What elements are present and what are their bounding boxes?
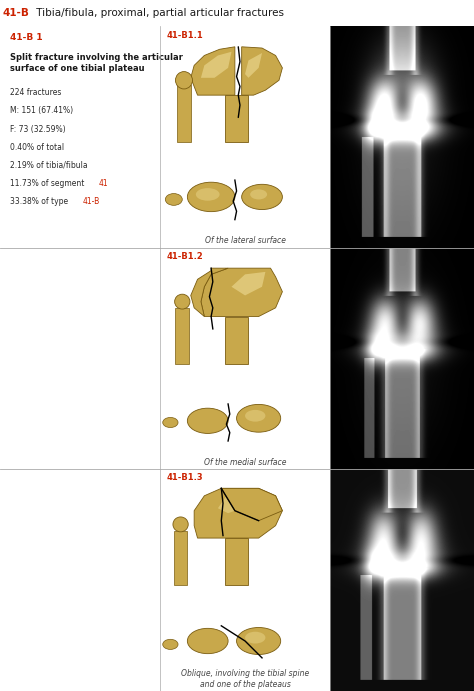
Text: 11.73% of segment: 11.73% of segment	[9, 179, 86, 188]
Text: 41-B1.1: 41-B1.1	[167, 30, 204, 39]
Text: 33.38% of type: 33.38% of type	[9, 197, 70, 206]
Text: 0.40% of total: 0.40% of total	[9, 143, 64, 152]
Text: 41-B 1: 41-B 1	[9, 33, 42, 42]
Text: 41: 41	[99, 179, 108, 188]
Text: F: 73 (32.59%): F: 73 (32.59%)	[9, 124, 65, 133]
Text: Of the medial surface: Of the medial surface	[204, 457, 286, 466]
Text: 41-B1.3: 41-B1.3	[167, 473, 204, 482]
Text: Oblique, involving the tibial spine
and one of the plateaus: Oblique, involving the tibial spine and …	[181, 670, 309, 689]
Text: 41-B: 41-B	[82, 197, 100, 206]
Text: 2.19% of tibia/fibula: 2.19% of tibia/fibula	[9, 161, 87, 170]
Text: M: 151 (67.41%): M: 151 (67.41%)	[9, 106, 73, 115]
Text: Of the lateral surface: Of the lateral surface	[205, 236, 285, 245]
Text: 41-B1.2: 41-B1.2	[167, 252, 204, 261]
Text: Tibia/fibula, proximal, partial articular fractures: Tibia/fibula, proximal, partial articula…	[33, 8, 284, 18]
Text: 41-B: 41-B	[3, 8, 30, 18]
Text: Split fracture involving the articular
surface of one tibial plateau: Split fracture involving the articular s…	[9, 53, 182, 73]
Text: 224 fractures: 224 fractures	[9, 88, 61, 97]
